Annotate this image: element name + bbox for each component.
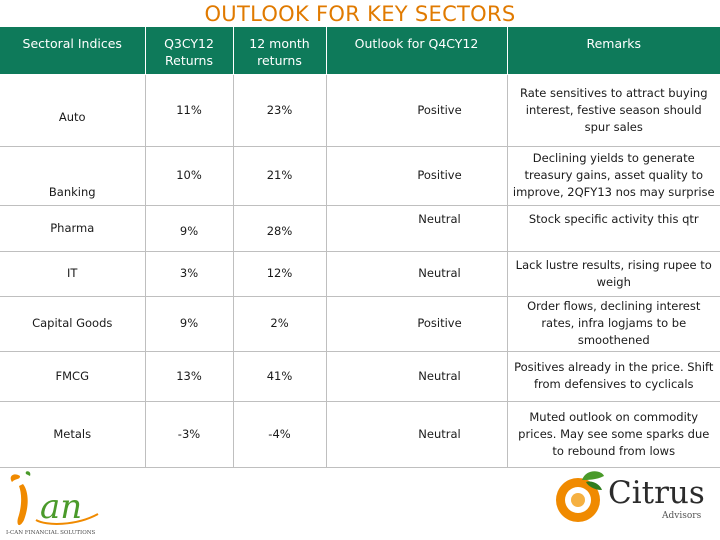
svg-text:an: an	[40, 487, 82, 527]
outlook-cell: Positive	[326, 146, 508, 206]
header-12-month-returns: 12 month returns	[233, 27, 327, 75]
outlook-cell: Positive	[326, 74, 508, 147]
page-title: OUTLOOK FOR KEY SECTORS	[204, 2, 516, 26]
sector-cell: Pharma	[0, 205, 146, 252]
12m-return-cell: 28%	[233, 205, 327, 252]
table-row: FMCG 13% 41% Neutral Positives already i…	[0, 351, 720, 402]
outlook-cell: Neutral	[326, 251, 508, 297]
ican-logo-graphic: an	[10, 471, 99, 527]
12m-return-cell: 23%	[233, 74, 327, 147]
sector-outlook-table: Sectoral Indices Q3CY12 Returns 12 month…	[0, 27, 720, 468]
citrus-logo-graphic	[556, 471, 604, 522]
12m-return-cell: 41%	[233, 351, 327, 402]
ican-tagline: I-CAN FINANCIAL SOLUTIONS	[6, 530, 96, 536]
table-row: Metals -3% -4% Neutral Muted outlook on …	[0, 401, 720, 468]
sector-cell: FMCG	[0, 351, 146, 402]
q3-return-cell: 13%	[145, 351, 234, 402]
outlook-cell: Neutral	[326, 205, 508, 252]
q3-return-cell: 11%	[145, 74, 234, 147]
sector-cell: IT	[0, 251, 146, 297]
table-row: Pharma 9% 28% Neutral Stock specific act…	[0, 205, 720, 252]
table-row: Auto 11% 23% Positive Rate sensitives to…	[0, 74, 720, 147]
outlook-cell: Neutral	[326, 351, 508, 402]
sector-cell: Auto	[0, 74, 146, 147]
remarks-cell: Stock specific activity this qtr	[507, 205, 720, 252]
remarks-cell: Muted outlook on commodity prices. May s…	[507, 401, 720, 468]
citrus-logo: Citrus Advisors	[552, 470, 712, 526]
outlook-cell: Positive	[326, 296, 508, 352]
12m-return-cell: 21%	[233, 146, 327, 206]
outlook-cell: Neutral	[326, 401, 508, 468]
table-row: IT 3% 12% Neutral Lack lustre results, r…	[0, 251, 720, 297]
q3-return-cell: 3%	[145, 251, 234, 297]
q3-return-cell: 9%	[145, 205, 234, 252]
q3-return-cell: 10%	[145, 146, 234, 206]
12m-return-cell: 12%	[233, 251, 327, 297]
citrus-wordmark: Citrus	[608, 475, 705, 511]
12m-return-cell: -4%	[233, 401, 327, 468]
header-q3-returns: Q3CY12 Returns	[145, 27, 234, 75]
header-sectoral-indices: Sectoral Indices	[0, 27, 146, 75]
remarks-cell: Rate sensitives to attract buying intere…	[507, 74, 720, 147]
table-header-row: Sectoral Indices Q3CY12 Returns 12 month…	[0, 27, 720, 75]
remarks-cell: Order flows, declining interest rates, i…	[507, 296, 720, 352]
sector-cell: Metals	[0, 401, 146, 468]
remarks-cell: Declining yields to generate treasury ga…	[507, 146, 720, 206]
citrus-tagline: Advisors	[662, 511, 702, 521]
q3-return-cell: 9%	[145, 296, 234, 352]
table-row: Capital Goods 9% 2% Positive Order flows…	[0, 296, 720, 352]
q3-return-cell: -3%	[145, 401, 234, 468]
sector-cell: Banking	[0, 146, 146, 206]
header-outlook: Outlook for Q4CY12	[326, 27, 508, 75]
remarks-cell: Positives already in the price. Shift fr…	[507, 351, 720, 402]
12m-return-cell: 2%	[233, 296, 327, 352]
header-remarks: Remarks	[507, 27, 720, 75]
ican-logo: an I-CAN FINANCIAL SOLUTIONS	[6, 470, 106, 538]
remarks-cell: Lack lustre results, rising rupee to wei…	[507, 251, 720, 297]
sector-cell: Capital Goods	[0, 296, 146, 352]
table-row: Banking 10% 21% Positive Declining yield…	[0, 146, 720, 206]
